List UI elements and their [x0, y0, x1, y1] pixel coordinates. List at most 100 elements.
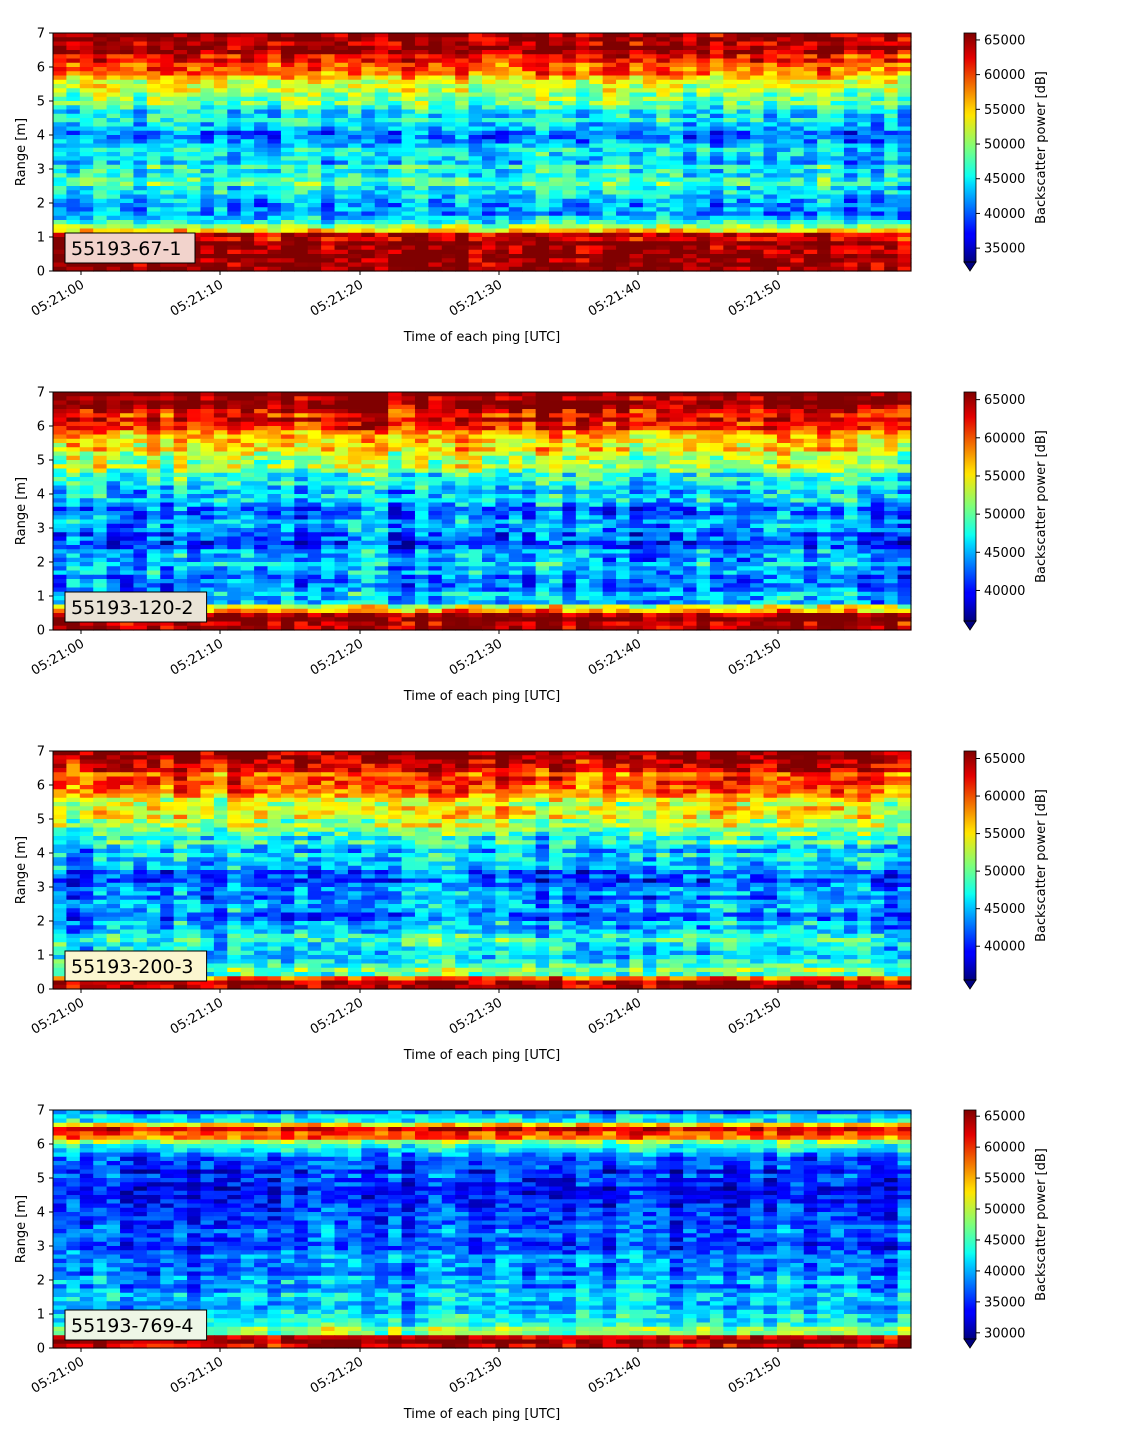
heatmap-cell: [307, 194, 322, 200]
heatmap-cell: [897, 211, 912, 217]
heatmap-cell: [857, 249, 872, 255]
heatmap-cell: [870, 262, 885, 268]
heatmap-cell: [495, 262, 510, 268]
heatmap-cell: [200, 224, 215, 230]
heatmap-cell: [66, 75, 81, 81]
heatmap-cell: [120, 50, 135, 55]
heatmap-cell: [455, 135, 470, 140]
heatmap-cell: [723, 472, 738, 478]
heatmap-cell: [522, 228, 537, 234]
heatmap-cell: [549, 215, 564, 221]
heatmap-cell: [495, 75, 510, 81]
heatmap-cell: [482, 228, 497, 234]
heatmap-cell: [280, 455, 295, 461]
heatmap-cell: [53, 228, 68, 234]
heatmap-cell: [683, 224, 698, 230]
heatmap-cell: [428, 207, 443, 213]
heatmap-cell: [133, 400, 148, 406]
heatmap-cell: [455, 207, 470, 213]
heatmap-cell: [428, 130, 443, 136]
heatmap-cell: [736, 417, 751, 423]
heatmap-cell: [294, 455, 309, 461]
heatmap-cell: [750, 152, 765, 157]
heatmap-cell: [428, 409, 443, 414]
heatmap-cell: [321, 477, 336, 482]
heatmap-cell: [562, 207, 577, 213]
heatmap-cell: [307, 198, 322, 204]
heatmap-cell: [173, 96, 188, 102]
heatmap-cell: [401, 249, 416, 255]
heatmap-cell: [656, 211, 671, 217]
heatmap-cell: [321, 122, 336, 128]
heatmap-cell: [616, 409, 631, 414]
heatmap-cell: [388, 96, 403, 102]
heatmap-cell: [441, 105, 456, 111]
colorbar-tick-label: 60000: [984, 68, 1025, 83]
heatmap-cell: [602, 211, 617, 217]
heatmap-cell: [187, 392, 202, 397]
heatmap-cell: [254, 105, 269, 111]
heatmap-cell: [200, 203, 215, 208]
heatmap-cell: [642, 266, 657, 272]
heatmap-cell: [616, 224, 631, 230]
heatmap-cell: [522, 173, 537, 179]
heatmap-cell: [656, 50, 671, 55]
heatmap-cell: [830, 164, 845, 170]
heatmap-cell: [843, 169, 858, 174]
heatmap-cell: [575, 203, 590, 208]
heatmap-cell: [361, 105, 376, 111]
heatmap-cell: [133, 33, 148, 38]
heatmap-cell: [696, 92, 711, 98]
heatmap-cell: [723, 438, 738, 444]
heatmap-cell: [200, 477, 215, 482]
heatmap-cell: [307, 101, 322, 106]
heatmap-cell: [790, 472, 805, 478]
heatmap-cell: [683, 169, 698, 174]
heatmap-cell: [629, 58, 644, 64]
heatmap-cell: [388, 156, 403, 162]
heatmap-cell: [93, 468, 108, 474]
heatmap-cell: [616, 96, 631, 102]
heatmap-cell: [629, 464, 644, 470]
heatmap-cell: [830, 181, 845, 187]
heatmap-cell: [602, 392, 617, 397]
heatmap-cell: [455, 211, 470, 217]
heatmap-cell: [347, 126, 362, 132]
heatmap-cell: [173, 451, 188, 457]
heatmap-cell: [254, 472, 269, 478]
heatmap-cell: [535, 438, 550, 444]
heatmap-cell: [495, 396, 510, 402]
heatmap-cell: [401, 109, 416, 115]
heatmap-cell: [66, 88, 81, 94]
heatmap-cell: [133, 113, 148, 119]
heatmap-cell: [790, 421, 805, 427]
heatmap-cell: [280, 254, 295, 259]
heatmap-cell: [656, 88, 671, 94]
heatmap-cell: [535, 122, 550, 128]
heatmap-cell: [401, 164, 416, 170]
heatmap-cell: [495, 460, 510, 465]
heatmap-cell: [562, 118, 577, 123]
heatmap-cell: [120, 71, 135, 77]
heatmap-cell: [736, 477, 751, 482]
heatmap-cell: [589, 409, 604, 414]
heatmap-cell: [522, 169, 537, 174]
heatmap-cell: [280, 143, 295, 149]
heatmap-cell: [240, 451, 255, 457]
heatmap-cell: [857, 156, 872, 162]
heatmap-cell: [843, 84, 858, 89]
heatmap-cell: [616, 113, 631, 119]
heatmap-cell: [254, 468, 269, 474]
heatmap-cell: [401, 130, 416, 136]
heatmap-cell: [200, 409, 215, 414]
heatmap-cell: [656, 254, 671, 259]
heatmap-cell: [709, 421, 724, 427]
heatmap-cell: [133, 438, 148, 444]
heatmap-cell: [227, 130, 242, 136]
heatmap-cell: [642, 245, 657, 251]
heatmap-cell: [897, 198, 912, 204]
heatmap-cell: [803, 177, 818, 183]
heatmap-cell: [321, 190, 336, 196]
heatmap-cell: [602, 400, 617, 406]
heatmap-cell: [629, 169, 644, 174]
